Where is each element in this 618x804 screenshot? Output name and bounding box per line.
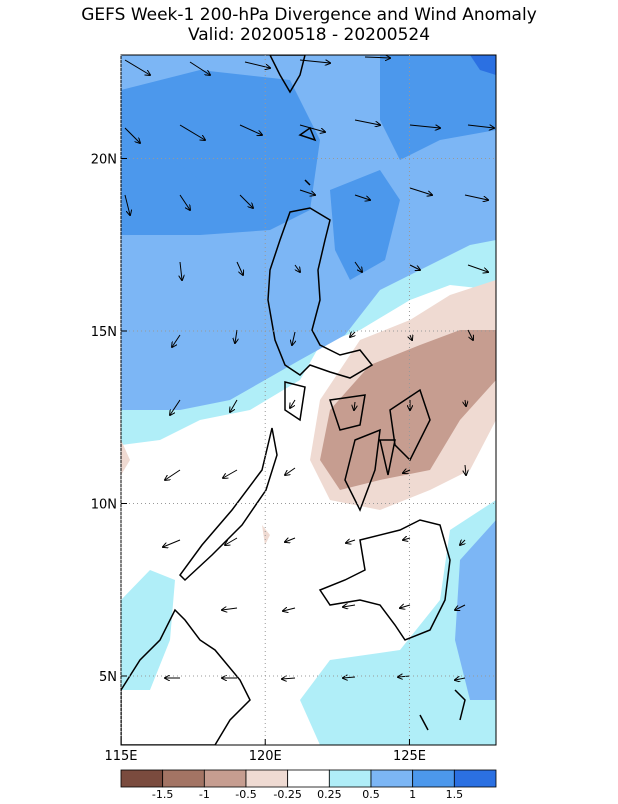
y-tick-label: 20N <box>91 153 117 168</box>
shading <box>470 55 496 75</box>
colorbar-label: -1 <box>199 788 210 800</box>
coastline <box>318 519 451 641</box>
colorbar-box <box>412 769 455 788</box>
x-tick-label: 115E <box>104 749 137 764</box>
colorbar-label: -0.25 <box>273 788 301 800</box>
x-tick-label: 125E <box>393 749 426 764</box>
shading <box>121 570 175 690</box>
colorbar-box <box>203 769 247 788</box>
colorbar-box <box>245 769 289 788</box>
wind-vectors <box>124 57 494 680</box>
coastline <box>121 608 251 745</box>
y-tick-label: 5N <box>99 670 117 685</box>
title: GEFS Week-1 200-hPa Divergence and Wind … <box>81 5 537 25</box>
shading <box>121 150 200 230</box>
subtitle: Valid: 20200518 - 20200524 <box>188 25 430 45</box>
shading <box>262 525 270 545</box>
colorbar-label: 0.5 <box>362 788 380 800</box>
coastline <box>298 126 466 731</box>
shading <box>121 440 130 475</box>
colorbar-box <box>453 769 497 788</box>
colorbar-label: 0.25 <box>317 788 342 800</box>
colorbar-box <box>162 769 205 788</box>
colorbar-label: -1.5 <box>152 788 173 800</box>
coastline <box>267 207 374 379</box>
y-tick-label: 10N <box>91 498 117 513</box>
shading <box>380 55 496 160</box>
coastline <box>284 381 306 422</box>
shading <box>330 170 400 280</box>
axes: 115E 120E 125E 5N 10N 15N 20N <box>91 55 496 764</box>
colorbar-box <box>370 769 414 788</box>
colorbar-label: 1.5 <box>446 788 464 800</box>
colorbar-label: 1 <box>409 788 416 800</box>
y-tick-label: 15N <box>91 325 117 340</box>
colorbar-box <box>328 769 372 788</box>
coastline <box>329 388 431 512</box>
colorbar-label: -0.5 <box>235 788 256 800</box>
colorbar-box <box>120 769 164 788</box>
coastline <box>269 55 306 94</box>
coastline <box>179 427 278 582</box>
x-tick-label: 120E <box>249 749 282 764</box>
shading <box>455 520 496 700</box>
shading <box>300 500 496 745</box>
colorbar: -1.5 -1 -0.5 -0.25 0.25 0.5 1 1.5 <box>120 769 497 801</box>
colorbar-box <box>287 769 330 788</box>
map-area <box>121 55 496 745</box>
